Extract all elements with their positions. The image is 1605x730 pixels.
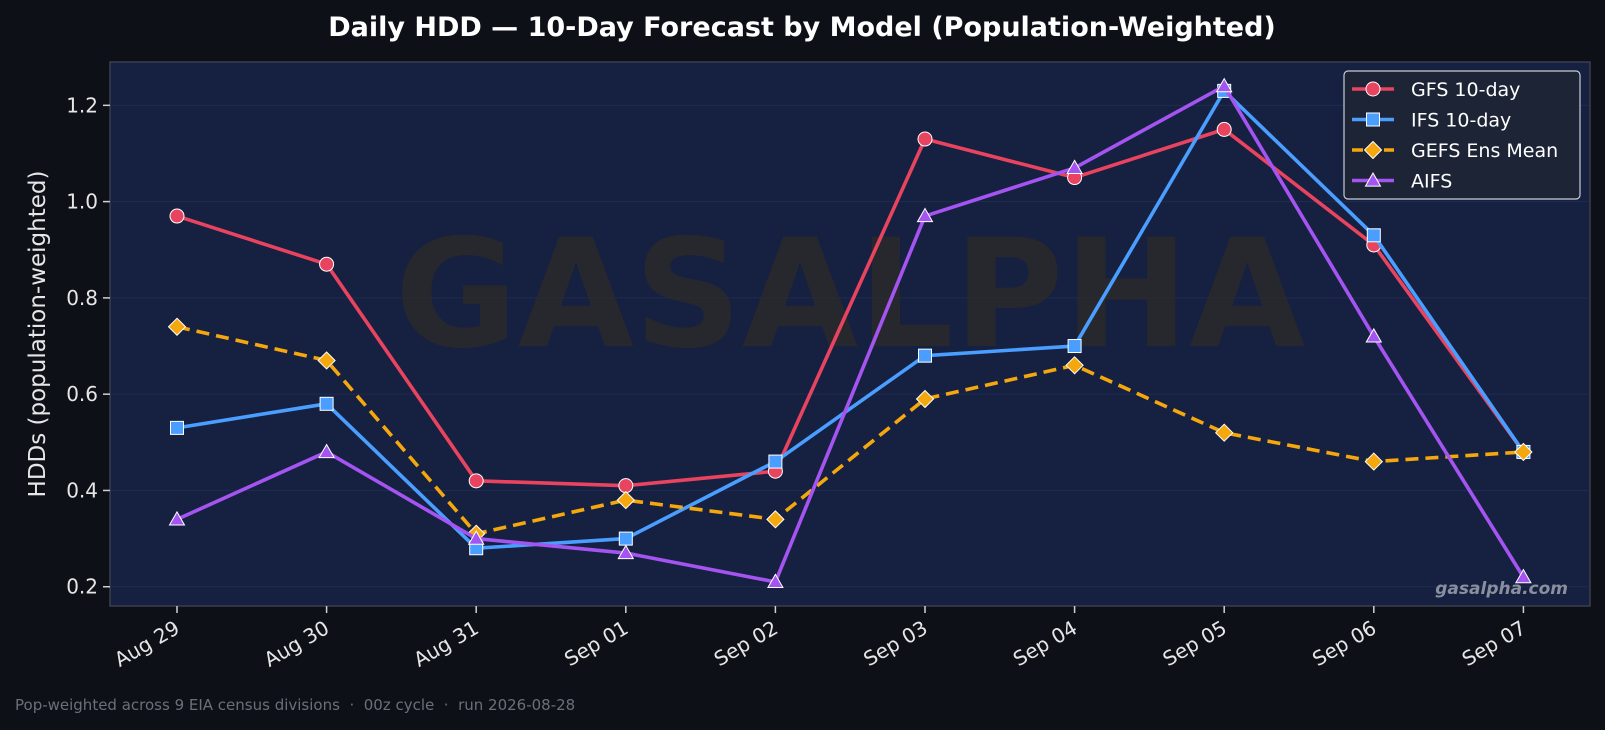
x-tick-label: Sep 02 bbox=[710, 616, 782, 672]
data-point bbox=[918, 348, 932, 363]
legend-label: GFS 10-day bbox=[1411, 79, 1520, 101]
series-layer bbox=[167, 77, 1533, 589]
y-axis-label: HDDs (population-weighted) bbox=[25, 171, 51, 498]
data-point bbox=[1066, 159, 1083, 175]
data-point bbox=[167, 317, 187, 336]
footer-note: Pop-weighted across 9 EIA census divisio… bbox=[15, 696, 575, 714]
series-line bbox=[175, 127, 1526, 488]
x-tick-label: Sep 07 bbox=[1458, 616, 1530, 672]
x-tick-label: Sep 03 bbox=[859, 616, 931, 672]
y-tick-label: 1.2 bbox=[66, 93, 98, 117]
legend-item: GFS 10-day bbox=[1352, 79, 1520, 101]
data-point bbox=[169, 208, 185, 224]
data-point bbox=[915, 389, 935, 409]
legend-item: AIFS bbox=[1352, 171, 1452, 193]
grid-lines bbox=[110, 104, 1590, 588]
legend-label: GEFS Ens Mean bbox=[1411, 140, 1558, 162]
data-point bbox=[916, 207, 934, 223]
legend-item: IFS 10-day bbox=[1352, 110, 1511, 132]
data-point bbox=[616, 490, 636, 510]
x-tick-label: Aug 29 bbox=[110, 616, 183, 672]
plot-area bbox=[109, 61, 1591, 607]
data-point bbox=[1515, 568, 1532, 584]
x-tick-label: Aug 30 bbox=[260, 616, 333, 672]
data-point bbox=[917, 131, 933, 147]
data-point bbox=[319, 396, 334, 411]
site-watermark: gasalpha.com bbox=[1435, 579, 1568, 599]
data-point bbox=[1364, 452, 1384, 471]
data-point bbox=[768, 454, 783, 469]
data-point bbox=[1216, 121, 1232, 137]
x-tick-label: Sep 04 bbox=[1009, 616, 1081, 672]
x-tick-label: Sep 05 bbox=[1158, 616, 1230, 672]
data-point bbox=[617, 544, 635, 560]
x-tick-label: Aug 31 bbox=[409, 616, 482, 672]
data-point bbox=[170, 420, 184, 435]
legend-label: IFS 10-day bbox=[1411, 110, 1511, 132]
data-point bbox=[468, 473, 484, 489]
data-point bbox=[319, 256, 335, 272]
series-line bbox=[175, 84, 1526, 584]
data-point bbox=[767, 573, 784, 589]
data-point bbox=[766, 510, 785, 529]
watermark-text: GASALPHA bbox=[395, 208, 1305, 382]
data-point bbox=[1065, 356, 1084, 375]
data-point bbox=[618, 531, 633, 546]
data-point bbox=[1215, 77, 1233, 93]
x-tick-label: Sep 06 bbox=[1308, 616, 1380, 672]
y-tick-label: 0.8 bbox=[66, 286, 98, 310]
series-line bbox=[175, 89, 1526, 551]
legend-marker bbox=[1363, 140, 1383, 160]
legend-marker bbox=[1364, 171, 1382, 187]
series-gefs-ens-mean bbox=[167, 317, 1533, 543]
legend: GFS 10-day IFS 10-day GEFS Ens Mean AIFS bbox=[1343, 70, 1581, 200]
data-point bbox=[1214, 423, 1234, 442]
y-tick-label: 0.6 bbox=[66, 382, 98, 406]
legend-marker bbox=[1365, 81, 1381, 97]
y-tick-label: 0.2 bbox=[66, 575, 98, 599]
y-tick-label: 0.4 bbox=[66, 478, 98, 502]
data-point bbox=[618, 478, 634, 494]
data-point bbox=[467, 530, 485, 545]
data-point bbox=[1365, 327, 1383, 343]
series-line bbox=[176, 325, 1524, 536]
legend-label: AIFS bbox=[1411, 171, 1452, 193]
data-point bbox=[1067, 339, 1082, 354]
legend-marker bbox=[1366, 112, 1380, 127]
legend-item: GEFS Ens Mean bbox=[1352, 140, 1558, 162]
y-tick-label: 1.0 bbox=[66, 190, 98, 214]
data-point bbox=[1366, 228, 1381, 243]
data-point bbox=[168, 510, 186, 526]
data-point bbox=[318, 443, 335, 459]
data-point bbox=[1514, 442, 1533, 462]
legend-box bbox=[1343, 70, 1581, 200]
data-point bbox=[317, 351, 336, 370]
chart-title: Daily HDD — 10-Day Forecast by Model (Po… bbox=[328, 12, 1276, 43]
x-tick-label: Sep 01 bbox=[560, 616, 632, 672]
series-aifs bbox=[168, 77, 1532, 589]
